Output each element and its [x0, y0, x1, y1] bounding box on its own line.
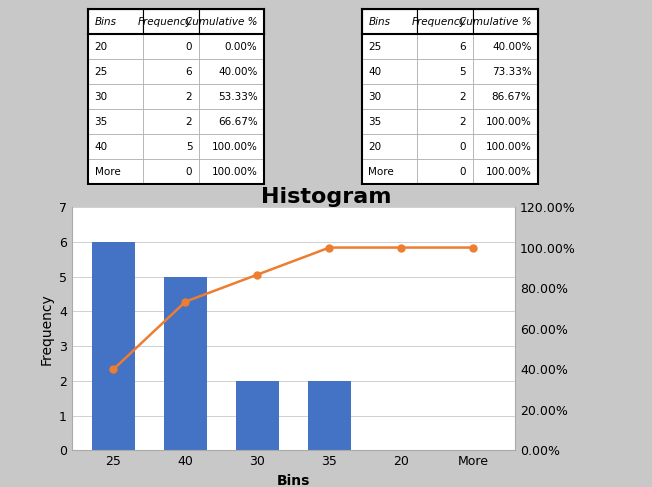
- Text: 40: 40: [95, 142, 108, 151]
- Text: 25: 25: [95, 67, 108, 77]
- Bar: [362, 34, 417, 59]
- Bar: [417, 84, 473, 109]
- Bar: [417, 134, 473, 159]
- Text: More: More: [95, 167, 120, 177]
- Bar: [199, 134, 264, 159]
- Text: 86.67%: 86.67%: [492, 92, 531, 102]
- Text: 100.00%: 100.00%: [486, 117, 531, 127]
- Bar: [362, 84, 417, 109]
- Text: Histogram: Histogram: [261, 187, 391, 207]
- Bar: [473, 9, 538, 34]
- Bar: [143, 84, 199, 109]
- Bar: [473, 109, 538, 134]
- Bar: [417, 109, 473, 134]
- Bar: [417, 59, 473, 84]
- Text: 66.67%: 66.67%: [218, 117, 258, 127]
- Text: 0: 0: [186, 167, 192, 177]
- Bar: [88, 34, 143, 59]
- Text: 25: 25: [368, 42, 381, 52]
- Text: 0: 0: [460, 142, 466, 151]
- Text: 53.33%: 53.33%: [218, 92, 258, 102]
- Text: 2: 2: [186, 117, 192, 127]
- Bar: [473, 84, 538, 109]
- Bar: [473, 159, 538, 184]
- Text: 100.00%: 100.00%: [486, 167, 531, 177]
- Text: 6: 6: [460, 42, 466, 52]
- Text: Cumulative %: Cumulative %: [185, 17, 258, 27]
- Bar: [143, 59, 199, 84]
- Text: 73.33%: 73.33%: [492, 67, 531, 77]
- Text: 40.00%: 40.00%: [492, 42, 531, 52]
- Text: 100.00%: 100.00%: [212, 142, 258, 151]
- Text: 2: 2: [460, 117, 466, 127]
- Bar: [88, 159, 143, 184]
- Text: Bins: Bins: [95, 17, 117, 27]
- Bar: [473, 134, 538, 159]
- Bar: [417, 9, 473, 34]
- Text: 35: 35: [368, 117, 381, 127]
- Bar: [92, 242, 135, 450]
- Text: Frequency: Frequency: [138, 17, 192, 27]
- Bar: [199, 109, 264, 134]
- Bar: [143, 134, 199, 159]
- Bar: [199, 84, 264, 109]
- Bar: [308, 381, 351, 450]
- X-axis label: Bins: Bins: [276, 474, 310, 487]
- Text: Bins: Bins: [368, 17, 391, 27]
- Text: 0.00%: 0.00%: [225, 42, 258, 52]
- Text: 0: 0: [186, 42, 192, 52]
- Bar: [143, 9, 199, 34]
- Text: 0: 0: [460, 167, 466, 177]
- Bar: [164, 277, 207, 450]
- Bar: [473, 59, 538, 84]
- Text: 100.00%: 100.00%: [486, 142, 531, 151]
- Text: 2: 2: [460, 92, 466, 102]
- Text: 30: 30: [368, 92, 381, 102]
- Bar: [362, 109, 417, 134]
- Text: Frequency: Frequency: [411, 17, 466, 27]
- Bar: [362, 9, 417, 34]
- Bar: [473, 34, 538, 59]
- Bar: [143, 109, 199, 134]
- Text: 40.00%: 40.00%: [218, 67, 258, 77]
- Bar: [199, 159, 264, 184]
- Text: Cumulative %: Cumulative %: [459, 17, 531, 27]
- Text: 20: 20: [95, 42, 108, 52]
- Bar: [362, 59, 417, 84]
- Bar: [362, 159, 417, 184]
- Text: 5: 5: [186, 142, 192, 151]
- Bar: [143, 34, 199, 59]
- Y-axis label: Frequency: Frequency: [39, 293, 53, 365]
- Text: 6: 6: [186, 67, 192, 77]
- Bar: [236, 381, 279, 450]
- Text: 2: 2: [186, 92, 192, 102]
- Text: 40: 40: [368, 67, 381, 77]
- Bar: [362, 134, 417, 159]
- Bar: [143, 159, 199, 184]
- Bar: [88, 84, 143, 109]
- Bar: [417, 159, 473, 184]
- Text: 5: 5: [460, 67, 466, 77]
- Bar: [199, 9, 264, 34]
- Text: 30: 30: [95, 92, 108, 102]
- Bar: [417, 34, 473, 59]
- Text: More: More: [368, 167, 394, 177]
- Bar: [88, 109, 143, 134]
- Bar: [88, 9, 143, 34]
- Bar: [88, 59, 143, 84]
- Bar: [88, 134, 143, 159]
- Text: 35: 35: [95, 117, 108, 127]
- Text: 100.00%: 100.00%: [212, 167, 258, 177]
- Bar: [199, 59, 264, 84]
- Bar: [199, 34, 264, 59]
- Text: 20: 20: [368, 142, 381, 151]
